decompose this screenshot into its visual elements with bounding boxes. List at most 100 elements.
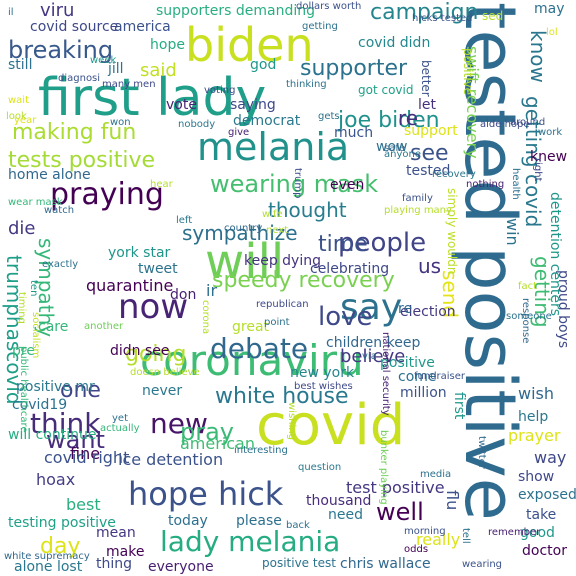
word-16: people (338, 228, 427, 258)
word-133: hicks tested (412, 13, 473, 24)
word-179: exactly (42, 259, 79, 270)
word-108: flu (443, 490, 462, 511)
word-114: better (419, 60, 433, 97)
word-92: need (328, 507, 363, 523)
word-198: il (8, 7, 14, 18)
word-31: thought (268, 198, 347, 222)
word-87: thousand (306, 493, 372, 509)
word-119: didn see (110, 343, 170, 359)
word-162: odds (404, 544, 429, 555)
word-86: test positive (346, 478, 445, 497)
word-182: year (14, 115, 37, 126)
word-61: still (8, 57, 33, 73)
word-63: saying (230, 97, 276, 113)
word-56: much (334, 125, 374, 141)
word-10: say (340, 287, 403, 328)
word-7: hope hick (128, 475, 284, 513)
word-34: pray (180, 418, 235, 446)
word-35: well (376, 498, 424, 526)
word-50: supporters demanding (156, 3, 315, 19)
word-132: dollars worth (296, 1, 362, 12)
word-151: republican (256, 299, 309, 310)
word-155: via (362, 351, 377, 362)
word-122: will continue (8, 427, 97, 443)
word-118: great (232, 319, 270, 335)
word-68: don (170, 287, 197, 303)
word-107: first (451, 392, 467, 420)
word-18: campaign (370, 0, 479, 25)
word-178: watch (44, 205, 75, 216)
word-101: show (518, 469, 555, 485)
word-144: around (510, 117, 546, 128)
word-22: tests positive (8, 148, 155, 173)
word-80: american (180, 434, 255, 453)
word-191: wishing (286, 402, 297, 440)
word-181: wait (8, 95, 30, 106)
word-116: never (142, 383, 183, 399)
word-134: voting (204, 85, 236, 96)
word-152: point (264, 317, 290, 328)
word-43: day (40, 534, 81, 559)
word-183: won (110, 117, 131, 128)
word-175: corona (200, 300, 211, 335)
word-149: left (176, 215, 193, 226)
word-106: win (503, 218, 522, 246)
word-60: covid source (30, 19, 119, 35)
word-39: said (140, 60, 177, 81)
word-192: wife (262, 209, 283, 220)
word-23: joe biden (338, 108, 440, 133)
word-174: actually (100, 423, 140, 434)
word-79: way (534, 448, 567, 467)
word-146: recovery (432, 169, 476, 180)
word-6: melania (197, 125, 350, 169)
word-113: may (534, 1, 565, 17)
word-59: america (114, 19, 171, 35)
word-123: pre (12, 343, 35, 359)
word-12: lady melania (160, 525, 341, 558)
word-117: care (38, 319, 69, 335)
word-89: today (168, 513, 208, 529)
word-9: wearing mask (210, 170, 379, 198)
word-44: believe (340, 346, 406, 367)
word-94: thing (96, 556, 133, 572)
word-47: re (398, 106, 419, 130)
word-147: nothing (466, 179, 505, 190)
word-98: alone lost (14, 559, 83, 575)
word-137: many men (102, 79, 156, 90)
word-184: fact (518, 281, 538, 292)
word-49: ir (206, 281, 218, 300)
word-27: love (318, 302, 373, 332)
word-28: time (318, 232, 368, 257)
word-17: speedy recovery (212, 268, 395, 293)
word-170: socialism (30, 312, 41, 359)
word-82: covid right (44, 448, 130, 467)
word-102: exposed (518, 487, 576, 503)
word-124: new york (290, 365, 355, 381)
word-54: democrat (233, 113, 301, 129)
word-130: positive (461, 48, 475, 96)
word-135: week (90, 55, 117, 66)
word-111: proud boys (555, 270, 571, 349)
word-52: got covid (358, 83, 414, 97)
word-38: viru (40, 0, 75, 21)
word-88: testing positive (8, 515, 116, 531)
word-171: public healthcare (18, 346, 29, 433)
word-127: even (330, 177, 365, 193)
word-20: breaking (8, 36, 114, 64)
word-150: country (224, 223, 263, 234)
word-77: wish (518, 384, 555, 403)
word-103: take (526, 507, 557, 523)
word-72: election (400, 304, 456, 320)
word-159: interesting (234, 445, 288, 456)
word-169: timing (16, 292, 27, 324)
word-95: really (416, 530, 461, 549)
word-187: family (402, 193, 433, 204)
word-67: tweet (138, 261, 178, 277)
word-71: celebrating (310, 261, 390, 277)
word-197: trump (292, 168, 303, 199)
word-32: sympathize (182, 221, 298, 245)
word-164: tell (460, 528, 471, 544)
word-78: help (518, 409, 549, 425)
word-156: fundraiser (414, 371, 466, 382)
word-13: debate (210, 332, 309, 365)
